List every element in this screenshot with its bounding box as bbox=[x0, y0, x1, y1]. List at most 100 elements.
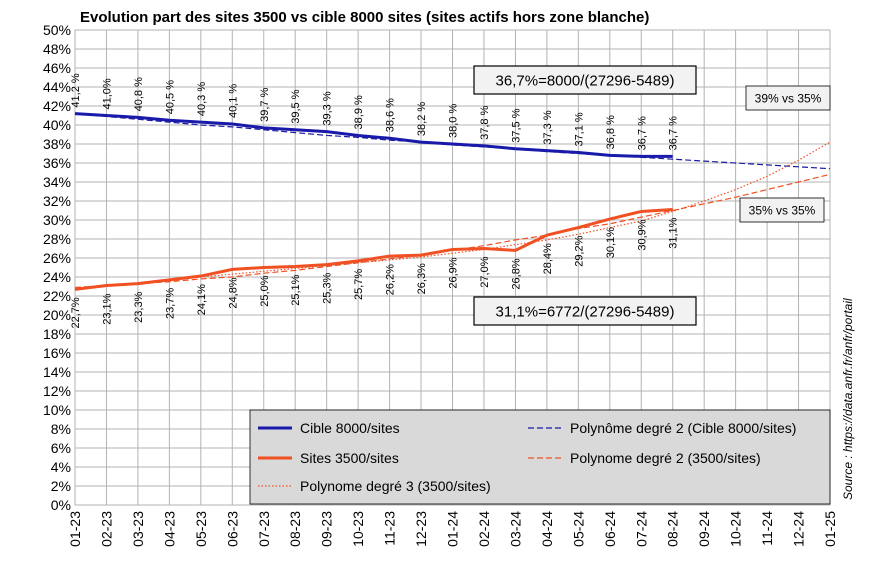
x-tick-label: 06-24 bbox=[602, 511, 618, 547]
data-label: 24,8% bbox=[227, 277, 239, 308]
data-label: 36,8 % bbox=[605, 115, 617, 149]
y-tick-label: 10% bbox=[43, 402, 71, 418]
data-label: 41,0% bbox=[101, 78, 113, 109]
data-label: 38,2 % bbox=[416, 102, 428, 136]
data-label: 28,4% bbox=[542, 243, 554, 274]
y-tick-label: 28% bbox=[43, 231, 71, 247]
data-label: 27,0% bbox=[479, 256, 491, 287]
x-tick-label: 08-24 bbox=[665, 511, 681, 547]
data-label: 38,0 % bbox=[448, 104, 460, 138]
annotation-box bbox=[473, 296, 697, 326]
legend-label: Polynôme degré 2 (Cible 8000/sites) bbox=[570, 420, 796, 436]
x-tick-label: 01-23 bbox=[67, 511, 83, 547]
y-tick-label: 40% bbox=[43, 117, 71, 133]
data-label: 40,3 % bbox=[196, 82, 208, 116]
data-label: 25,7% bbox=[353, 269, 365, 300]
y-tick-label: 8% bbox=[51, 421, 71, 437]
data-label: 26,8% bbox=[510, 258, 522, 289]
data-label: 23,1% bbox=[101, 293, 113, 324]
x-tick-label: 01-25 bbox=[822, 511, 838, 547]
annotation: 36,7%=8000/(27296-5489) bbox=[496, 72, 675, 89]
legend-label: Sites 3500/sites bbox=[300, 450, 399, 466]
y-tick-label: 38% bbox=[43, 136, 71, 152]
annotation-box bbox=[745, 85, 831, 111]
data-label: 24,1% bbox=[196, 284, 208, 315]
data-label: 31,1% bbox=[668, 217, 680, 248]
data-label: 26,3% bbox=[416, 263, 428, 294]
data-label: 40,5 % bbox=[164, 80, 176, 114]
annotation: 35% vs 35% bbox=[749, 203, 816, 217]
data-label: 36,7 % bbox=[668, 116, 680, 150]
data-label: 25,3% bbox=[322, 272, 334, 303]
y-tick-label: 0% bbox=[51, 497, 71, 513]
y-tick-label: 18% bbox=[43, 326, 71, 342]
annotation-box bbox=[473, 65, 697, 95]
y-tick-label: 2% bbox=[51, 478, 71, 494]
x-tick-label: 11-23 bbox=[382, 511, 398, 546]
y-tick-label: 36% bbox=[43, 155, 71, 171]
data-label: 37,8 % bbox=[479, 105, 491, 139]
x-tick-label: 10-24 bbox=[728, 511, 744, 547]
data-label: 37,5 % bbox=[510, 108, 522, 142]
data-label: 30,9% bbox=[636, 219, 648, 250]
y-tick-label: 32% bbox=[43, 193, 71, 209]
x-tick-label: 05-23 bbox=[193, 511, 209, 547]
x-tick-label: 06-23 bbox=[224, 511, 240, 547]
series-line bbox=[74, 112, 673, 158]
legend-label: Cible 8000/sites bbox=[300, 420, 400, 436]
x-tick-label: 12-23 bbox=[413, 511, 429, 547]
x-tick-label: 09-24 bbox=[696, 511, 712, 547]
y-tick-label: 44% bbox=[43, 79, 71, 95]
y-tick-label: 4% bbox=[51, 459, 71, 475]
data-label: 37,3 % bbox=[542, 110, 554, 144]
data-label: 38,6 % bbox=[385, 98, 397, 132]
data-label: 29,2% bbox=[573, 235, 585, 266]
data-label: 39,3 % bbox=[322, 91, 334, 125]
data-label: 37,1 % bbox=[573, 112, 585, 146]
data-label: 36,7 % bbox=[636, 116, 648, 150]
annotation-box bbox=[739, 197, 825, 223]
x-tick-label: 12-24 bbox=[791, 511, 807, 547]
y-tick-label: 34% bbox=[43, 174, 71, 190]
x-tick-label: 03-24 bbox=[507, 511, 523, 547]
x-tick-label: 02-23 bbox=[98, 511, 114, 547]
x-tick-label: 10-23 bbox=[350, 511, 366, 547]
x-tick-label: 04-23 bbox=[161, 511, 177, 547]
x-tick-label: 09-23 bbox=[319, 511, 335, 547]
y-tick-label: 42% bbox=[43, 98, 71, 114]
annotation: 31,1%=6772/(27296-5489) bbox=[496, 303, 675, 320]
data-label: 23,3% bbox=[133, 291, 145, 322]
legend-label: Polynome degré 3 (3500/sites) bbox=[300, 478, 491, 494]
legend-label: Polynome degré 2 (3500/sites) bbox=[570, 450, 761, 466]
x-tick-label: 03-23 bbox=[130, 511, 146, 547]
data-label: 39,7 % bbox=[259, 87, 271, 121]
data-label: 25,0% bbox=[259, 275, 271, 306]
y-tick-label: 6% bbox=[51, 440, 71, 456]
y-tick-label: 48% bbox=[43, 41, 71, 57]
x-tick-label: 04-24 bbox=[539, 511, 555, 547]
annotation: 39% vs 35% bbox=[755, 91, 822, 105]
y-tick-label: 30% bbox=[43, 212, 71, 228]
x-tick-label: 07-24 bbox=[633, 511, 649, 547]
series-line bbox=[74, 208, 673, 291]
data-label: 25,1% bbox=[290, 274, 302, 305]
data-label: 23,7% bbox=[164, 288, 176, 319]
data-label: 22,7% bbox=[70, 297, 82, 328]
x-tick-label: 02-24 bbox=[476, 511, 492, 547]
source: Source : https://data.anfr.fr/anfr/porta… bbox=[841, 298, 855, 500]
x-tick-label: 11-24 bbox=[759, 511, 775, 546]
x-tick-label: 05-24 bbox=[570, 511, 586, 547]
y-tick-label: 46% bbox=[43, 60, 71, 76]
chart-title: Evolution part des sites 3500 vs cible 8… bbox=[80, 9, 649, 26]
x-tick-label: 08-23 bbox=[287, 511, 303, 547]
y-tick-label: 20% bbox=[43, 307, 71, 323]
data-label: 26,9% bbox=[448, 257, 460, 288]
data-label: 30,1% bbox=[605, 227, 617, 258]
y-tick-label: 22% bbox=[43, 288, 71, 304]
legend bbox=[249, 409, 831, 505]
data-label: 40,8 % bbox=[133, 77, 145, 111]
data-label: 40,1 % bbox=[227, 84, 239, 118]
data-label: 39,5 % bbox=[290, 89, 302, 123]
y-tick-label: 24% bbox=[43, 269, 71, 285]
